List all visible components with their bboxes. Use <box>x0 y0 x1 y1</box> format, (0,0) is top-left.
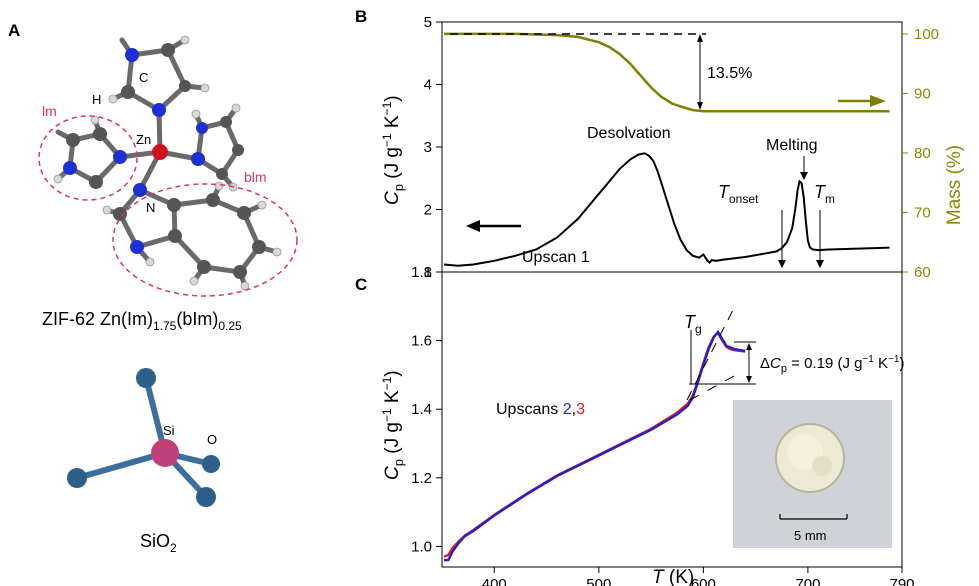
y-tick-label: 4 <box>424 77 432 94</box>
desolvation-label: Desolvation <box>587 125 671 142</box>
sio2-structure: Si O <box>67 368 220 507</box>
panel-c-y-axis-title: Cp (J g−1 K−1) <box>380 370 406 480</box>
label-n: N <box>146 200 155 215</box>
mass-loss-label: 13.5% <box>707 65 752 82</box>
panel-b-left-axis: 1 2 3 4 5 <box>424 14 442 281</box>
panel-c-x-axis: 400 500 600 700 790 <box>482 567 915 586</box>
panel-c-frame <box>441 271 903 568</box>
series-upscan2-line <box>444 329 746 562</box>
label-o: O <box>207 432 217 447</box>
zif62-formula: ZIF-62 Zn(Im)1.75(bIm)0.25 <box>42 309 242 333</box>
t-m-label: Tm <box>814 182 835 206</box>
x-tick-label: 700 <box>795 576 820 586</box>
sio2-formula: SiO2 <box>140 531 177 555</box>
im-highlight-circle <box>38 115 138 201</box>
panel-c-annotations: Tg ΔCp = 0.19 (J g−1 K−1) Upscans 2,3 <box>496 309 904 418</box>
x-tick-label: 400 <box>482 576 507 586</box>
oxygen-atom <box>67 468 87 488</box>
panel-b-letter: B <box>355 7 367 26</box>
oxygen-atom <box>136 368 156 388</box>
label-h: H <box>92 92 101 107</box>
y-tick-label: 5 <box>424 14 432 31</box>
t-onset-label: Tonset <box>718 182 759 206</box>
x-tick-label: 500 <box>586 576 611 586</box>
y2-tick-label: 80 <box>914 145 931 162</box>
y-tick-label: 2 <box>424 202 432 219</box>
y-tick-label: 1.6 <box>411 333 432 350</box>
panel-b-right-axis: 60 70 80 90 100 <box>902 26 939 281</box>
nitrogen-atoms <box>63 48 208 254</box>
t-g-label: Tg <box>684 312 702 336</box>
series-upscan1-line <box>444 152 890 267</box>
panel-c-left-axis: 1.0 1.2 1.4 1.6 1.8 <box>411 264 442 555</box>
zif62-structure: lm blm Zn N C H <box>38 35 298 297</box>
oxygen-atom <box>202 455 220 473</box>
silicon-atom <box>151 439 179 467</box>
y2-tick-label: 60 <box>914 264 931 281</box>
series-mass-line <box>444 32 890 113</box>
label-c: C <box>139 70 148 85</box>
x-tick-label: 790 <box>889 576 914 586</box>
y-tick-label: 1.4 <box>411 401 432 418</box>
y2-tick-label: 90 <box>914 85 931 102</box>
y2-tick-label: 100 <box>914 26 939 43</box>
label-im: lm <box>42 103 57 119</box>
y-tick-label: 3 <box>424 139 432 156</box>
panel-a-letter: A <box>8 21 20 40</box>
y2-tick-label: 70 <box>914 204 931 221</box>
scale-bar-label: 5 mm <box>794 528 827 543</box>
y-tick-label: 1.2 <box>411 470 432 487</box>
series-upscan3-line <box>443 331 746 558</box>
sample-photo: 5 mm <box>733 400 892 548</box>
y-tick-label: 1 <box>424 264 432 281</box>
zinc-atom <box>152 144 168 160</box>
panel-b-frame <box>441 21 903 273</box>
y-tick-label: 1.8 <box>411 264 432 281</box>
panel-c-letter: C <box>355 275 367 294</box>
carbon-atoms <box>66 43 266 279</box>
panel-b-y2-axis-title: Mass (%) <box>944 145 965 225</box>
panel-b-annotations: 13.5% Desolvation Melting Tonset Tm Upsc… <box>450 33 886 268</box>
y-tick-label: 1.0 <box>411 538 432 555</box>
upscans-label: Upscans 2,3 <box>496 401 585 418</box>
panel-b-y-axis-title: Cp (J g−1 K−1) <box>380 95 406 205</box>
label-zn: Zn <box>136 132 151 147</box>
label-si: Si <box>163 423 175 438</box>
panel-c-x-axis-title: T (K) <box>652 567 694 586</box>
bim-highlight-circle <box>112 183 298 297</box>
label-bim: blm <box>244 169 267 185</box>
upscan1-label: Upscan 1 <box>522 249 590 266</box>
delta-cp-label: ΔCp = 0.19 (J g−1 K−1) <box>760 354 904 375</box>
melting-label: Melting <box>766 137 818 154</box>
x-tick-label: 600 <box>691 576 716 586</box>
oxygen-atom <box>196 487 216 507</box>
